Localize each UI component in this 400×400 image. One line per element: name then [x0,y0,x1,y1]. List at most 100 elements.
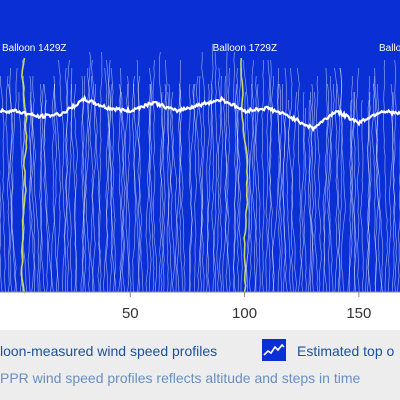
wind-profile-trace [213,51,219,293]
wind-profile-trace [235,83,243,293]
wind-profile-trace [8,83,13,293]
wind-profile-trace [360,99,364,293]
wind-profile-trace [316,75,322,293]
wind-profile-trace [131,75,136,293]
wind-profile-trace [160,83,167,293]
wind-profile-trace [327,83,335,293]
x-tick-label: 150 [346,305,371,322]
wind-profile-trace [84,51,92,293]
wind-profile-trace [253,75,258,293]
balloon-profiles: Balloon 1429Z Balloon 1729Z Balloon [2,43,400,293]
wind-profile-trace [393,59,397,293]
wind-profile-trace [53,83,59,293]
wind-profile-trace [281,67,288,293]
wind-profile-trace [170,91,180,293]
legend-estimated-top-label: Estimated top o [297,343,395,359]
wind-profile-trace [364,92,372,293]
wind-profile-trace [39,83,45,293]
wind-profile-trace [261,59,265,293]
legend-balloon-label: loon-measured wind speed profiles [0,343,218,359]
wind-profile-trace [6,67,13,293]
wind-profile-trace [62,67,69,293]
wind-profile-trace [348,91,356,293]
wind-profile-trace [206,83,210,293]
balloon-label: Balloon 1429Z [2,43,67,54]
wind-profile-trace [192,83,197,293]
wind-profile-trace [296,67,304,293]
wind-profile-trace [218,67,224,293]
wind-profile-trace [106,59,117,293]
wind-profile-trace [58,59,67,293]
wind-profile-trace [43,99,53,293]
wind-profile-trace [307,83,314,293]
wind-profile-trace [81,75,86,293]
wind-profile-trace [352,91,357,293]
wind-profile-trace [397,137,400,293]
wind-profile-trace [265,59,271,293]
wind-profile-trace [225,67,231,293]
wind-profile-trace [11,67,18,293]
wind-profile-trace [291,91,297,293]
wind-profile-trace [188,83,193,293]
wind-profile-trace [277,83,282,293]
wind-profile-trace [211,83,215,293]
balloon-label: Balloon [379,43,400,54]
wind-profile-trace [335,83,341,293]
wind-profile-trace [250,83,258,293]
x-tick-label: 100 [232,305,257,322]
wind-profile-trace [121,91,126,293]
wind-profile-trace [222,75,228,293]
wind-profile-trace [224,51,231,293]
wind-profile-trace [195,75,203,293]
wind-profile-trace [322,83,330,293]
wind-profile-trace [70,83,77,293]
wind-profile-trace [334,67,341,293]
wind-profile-trace [105,59,111,293]
wind-profile-trace [107,83,113,293]
wind-profile-trace [277,83,283,293]
balloon-label: Balloon 1729Z [213,43,277,54]
wind-profile-trace [236,67,242,293]
wind-profile-trace [117,67,123,293]
wind-profile-trace [136,75,144,293]
wind-profile-trace [39,83,43,293]
wind-profile-trace [89,75,96,293]
wind-profile-trace [268,59,275,293]
wind-profile-trace [126,75,132,293]
wind-profile-trace [166,91,172,293]
wind-profile-trace [73,83,79,293]
wind-profile-trace [110,67,116,293]
wind-profile-trace [175,59,182,293]
wind-profile-trace [145,67,153,293]
wind-profile-trace [339,67,346,293]
wind-profile-trace [65,59,70,293]
wind-profile-trace [189,83,196,293]
wind-profile-trace [255,83,261,293]
wind-profile-trace [372,83,384,293]
wind-profile-trace [347,99,353,293]
wind-profile-trace [249,59,254,293]
balloon-profile-line [20,57,28,293]
wind-profile-trace [103,67,111,293]
wind-profile-trace [308,99,314,293]
wind-profile-trace [367,99,371,293]
wind-profile-trace [30,99,40,293]
wind-profile-trace [0,169,3,293]
wind-profile-trace [179,83,186,293]
wind-profile-trace [91,59,102,293]
wind-profile-trace [374,67,383,293]
estimated-top-line [0,94,400,133]
wind-profile-trace [281,84,287,293]
wind-profile-trace [89,84,97,293]
wind-profile-trace [124,83,130,293]
wind-profile-trace [54,83,62,293]
wind-profile-trace [97,51,103,293]
legend: loon-measured wind speed profiles Estima… [0,330,400,400]
wind-profile-trace [216,75,222,293]
caption: PPR wind speed profiles reflects altitud… [0,370,361,386]
wind-profile-trace [148,84,152,293]
wind-profile-trace [356,67,360,293]
estimated-top-legend-icon [262,339,286,361]
estimated-top-layer [0,94,400,133]
